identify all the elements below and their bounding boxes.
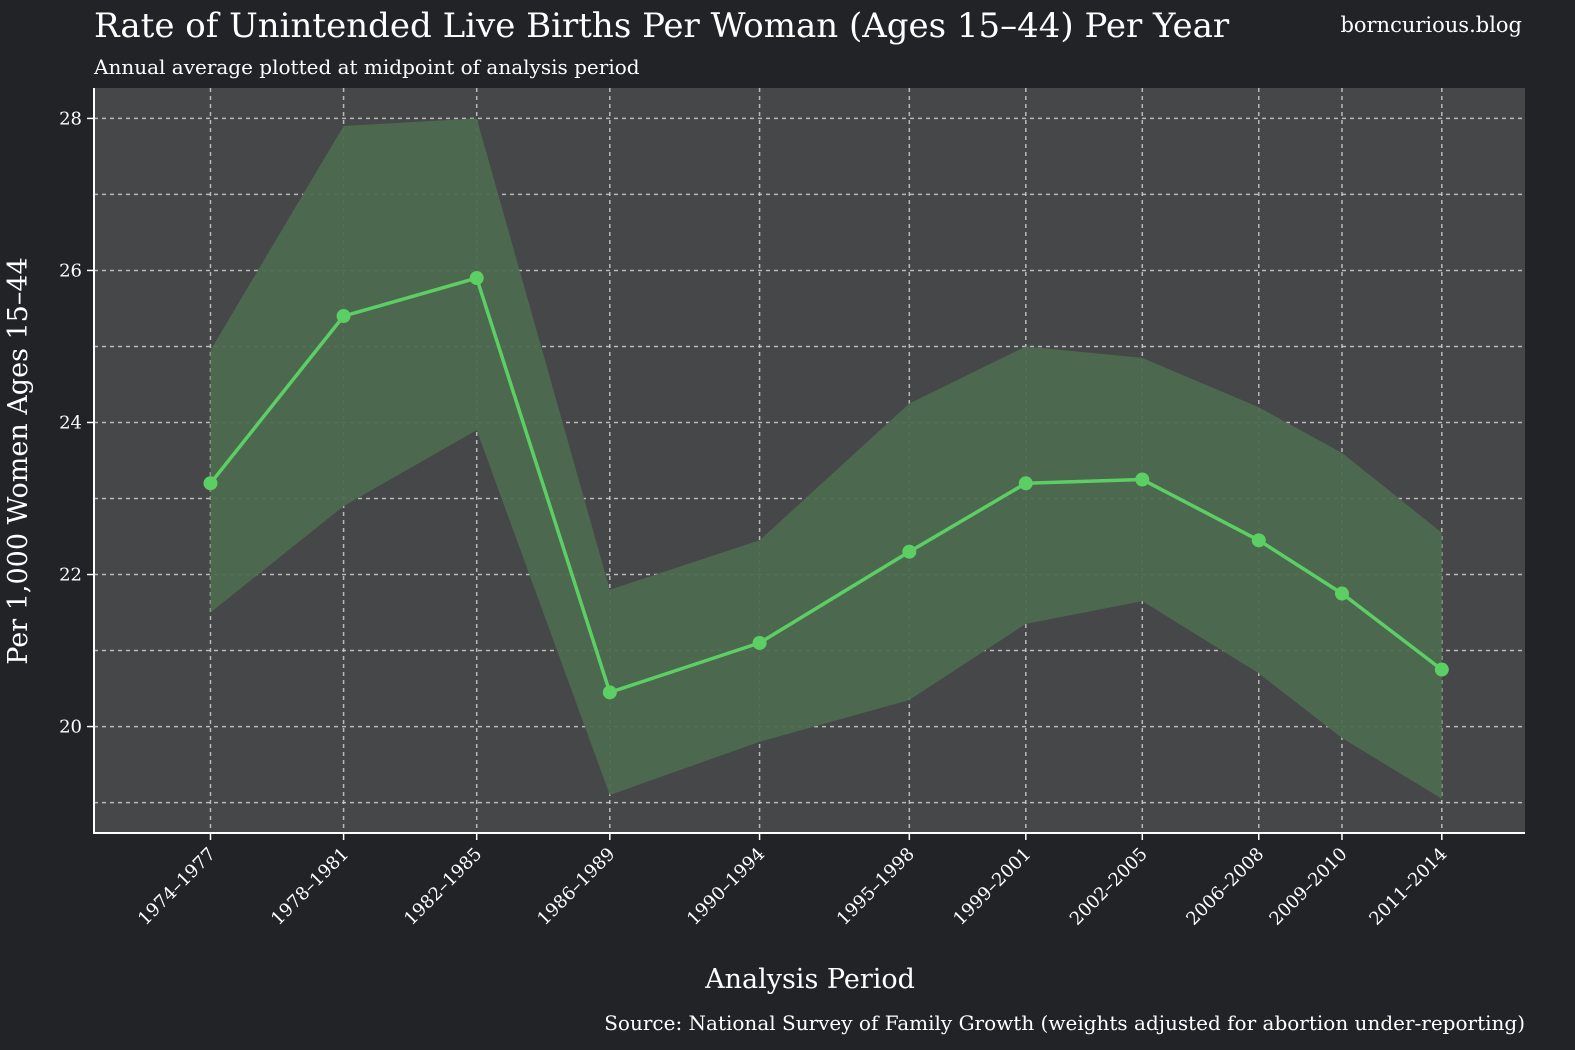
data-point-1999–2001 [1018,476,1033,491]
x-tick-label-1990–1994: 1990–1994 [683,844,769,930]
x-axis-label: Analysis Period [704,964,915,995]
watermark-text: borncurious.blog [1340,13,1522,37]
data-point-1986–1989 [602,685,617,700]
data-point-2011–2014 [1434,662,1449,677]
y-tick-label-28: 28 [59,108,82,129]
y-tick-label-24: 24 [59,412,82,433]
x-tick-label-1974–1977: 1974–1977 [134,844,220,930]
y-tick-label-20: 20 [59,717,82,738]
data-point-1978–1981 [336,309,351,324]
y-axis-ticks: 20 22 24 26 28 [59,108,94,738]
x-tick-label-2011–2014: 2011–2014 [1365,844,1451,930]
y-tick-label-26: 26 [59,260,82,281]
source-note: Source: National Survey of Family Growth… [604,1011,1525,1035]
data-point-2002–2005 [1135,472,1150,487]
data-point-2006–2008 [1251,533,1266,548]
x-tick-label-2006–2008: 2006–2008 [1182,844,1268,930]
x-tick-label-2009–2010: 2009–2010 [1265,844,1351,930]
x-tick-label-1986–1989: 1986–1989 [533,844,619,930]
chart-subtitle: Annual average plotted at midpoint of an… [93,55,640,79]
data-point-1974–1977 [203,476,218,491]
x-tick-label-1978–1981: 1978–1981 [267,844,353,930]
x-tick-label-1995–1998: 1995–1998 [833,844,919,930]
data-points [203,271,1449,700]
confidence-band [210,118,1442,799]
x-axis-ticks: 1974–1977 1978–1981 1982–1985 1986–1989 1990… [134,833,1451,930]
data-point-1990–1994 [752,635,767,650]
y-axis-label: Per 1,000 Women Ages 15–44 [3,257,34,664]
data-point-1995–1998 [902,544,917,559]
x-tick-label-2002–2005: 2002–2005 [1066,844,1152,930]
chart-title: Rate of Unintended Live Births Per Woman… [94,6,1230,46]
x-tick-label-1999–2001: 1999–2001 [949,844,1035,930]
y-tick-label-22: 22 [59,565,82,586]
data-point-2009–2010 [1334,586,1349,601]
data-point-1982–1985 [469,271,484,286]
x-tick-label-1982–1985: 1982–1985 [400,844,486,930]
